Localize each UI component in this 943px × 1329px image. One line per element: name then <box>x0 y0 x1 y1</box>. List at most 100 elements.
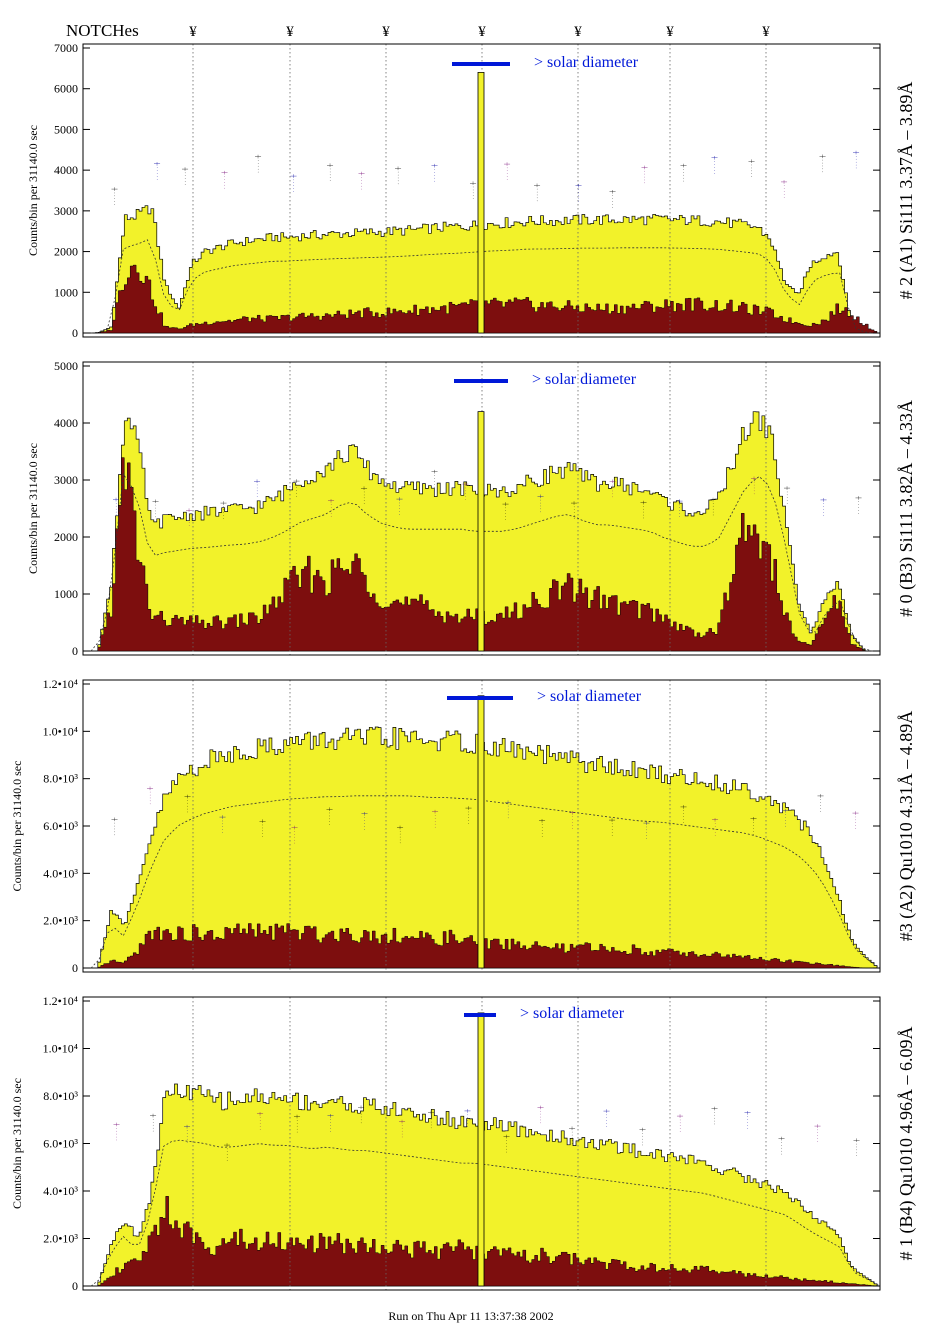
y-tick-label: 1000 <box>54 587 78 601</box>
line-annotation: ┼ · · · · · <box>328 498 335 517</box>
line-annotation: ┼ · · · · · <box>503 1134 510 1153</box>
line-annotation: ┼ · · · · · <box>254 154 261 173</box>
line-annotation: ┼ · · · · · <box>570 500 577 519</box>
line-annotation: ┼ · · · · · <box>294 1114 301 1133</box>
notch-marker-6: ¥ <box>666 24 674 40</box>
y-tick-label: 2.0•10³ <box>43 1232 78 1246</box>
line-annotation: ┼ · · · · · <box>111 817 118 836</box>
line-annotation: ┼ · · · · · <box>224 1142 231 1161</box>
panel-title: # 0 (B3) Si111 3.82Å – 4.33Å <box>896 400 917 617</box>
y-tick-label: 1.0•10⁴ <box>43 724 78 738</box>
y-tick-label: 4.0•10³ <box>43 1184 78 1198</box>
line-annotation: ┼ · · · · · <box>852 810 859 829</box>
line-annotation: ┼ · · · · · <box>711 1106 718 1125</box>
line-annotation: ┼ · · · · · <box>184 794 191 813</box>
y-tick-label: 3000 <box>54 204 78 218</box>
line-annotation: ┼ · · · · · <box>327 162 334 181</box>
y-tick-label: 0 <box>72 1279 78 1293</box>
line-annotation: ┼ · · · · · <box>293 478 300 497</box>
line-annotation: ┼ · · · · · <box>465 805 472 824</box>
chart-panel-2: ┼ · · · · · ┼ · · · · · ┼ · · · · · ┼ · · ·… <box>26 359 917 658</box>
panel-title: # 1 (B4) Qu1010 4.96Å – 6.09Å <box>896 1027 917 1261</box>
line-annotation: ┼ · · · · · <box>569 810 576 829</box>
notch-marker-7: ¥ <box>762 24 770 40</box>
line-annotation: ┼ · · · · · <box>744 1110 751 1129</box>
line-annotation: ┼ · · · · · <box>326 806 333 825</box>
y-tick-label: 1000 <box>54 285 78 299</box>
line-annotation: ┼ · · · · · <box>361 811 368 830</box>
line-annotation: ┼ · · · · · <box>152 499 159 518</box>
y-tick-label: 8.0•10³ <box>43 1089 78 1103</box>
line-annotation: ┼ · · · · · <box>396 496 403 515</box>
line-annotation: ┼ · · · · · <box>820 497 827 516</box>
line-annotation: ┼ · · · · · <box>358 1105 365 1124</box>
plot-frame <box>82 361 881 656</box>
line-annotation: ┼ · · · · · <box>750 816 757 835</box>
chart-panel-3: ┼ · · · · · ┼ · · · · · ┼ · · · · · ┼ · · ·… <box>10 677 917 975</box>
line-annotation: ┼ · · · · · <box>609 189 616 208</box>
y-tick-label: 2.0•10³ <box>43 914 78 928</box>
central-spike <box>477 72 485 334</box>
y-tick-label: 4000 <box>54 163 78 177</box>
y-tick-label: 4.0•10³ <box>43 866 78 880</box>
line-annotation: ┼ · · · · · <box>643 820 650 839</box>
central-spike <box>477 695 485 969</box>
line-annotation: ┼ · · · · · <box>256 1111 263 1130</box>
solar-diameter-label: > solar diameter <box>520 1005 625 1022</box>
line-annotation: ┼ · · · · · <box>291 825 298 844</box>
y-axis-label: Counts/bin per 31140.0 sec <box>26 443 40 574</box>
chart-panels: ┼ · · · · · ┼ · · · · · ┼ · · · · · ┼ · · ·… <box>10 41 917 1293</box>
chart-panel-1: ┼ · · · · · ┼ · · · · · ┼ · · · · · ┼ · · ·… <box>26 41 917 340</box>
line-annotation: ┼ · · · · · <box>748 158 755 177</box>
y-tick-label: 1.0•10⁴ <box>43 1042 78 1056</box>
y-tick-label: 5000 <box>54 122 78 136</box>
y-tick-label: 8.0•10³ <box>43 772 78 786</box>
notch-markers: ¥ ¥ ¥ ¥ ¥ ¥ ¥ <box>189 24 770 40</box>
line-annotation: ┼ · · · · · <box>819 154 826 173</box>
line-annotation: ┼ · · · · · <box>609 479 616 498</box>
line-annotation: ┼ · · · · · <box>462 481 469 500</box>
signal-histogram <box>83 264 880 334</box>
signal-histogram <box>83 1196 880 1287</box>
line-annotation: ┼ · · · · · <box>639 1127 646 1146</box>
line-annotation: ┼ · · · · · <box>464 1108 471 1127</box>
line-annotation: ┼ · · · · · <box>780 179 787 198</box>
line-annotation: ┼ · · · · · <box>784 485 791 504</box>
y-axis-label: Counts/bin per 31140.0 sec <box>26 125 40 256</box>
line-annotation: ┼ · · · · · <box>361 485 368 504</box>
line-annotation: ┼ · · · · · <box>259 818 266 837</box>
line-annotation: ┼ · · · · · <box>431 809 438 828</box>
notch-marker-5: ¥ <box>574 24 582 40</box>
line-annotation: ┼ · · · · · <box>568 1126 575 1145</box>
line-annotation: ┼ · · · · · <box>504 161 511 180</box>
y-tick-label: 0 <box>72 326 78 340</box>
y-tick-label: 2000 <box>54 245 78 259</box>
y-tick-label: 0 <box>72 644 78 658</box>
line-annotation: ┼ · · · · · <box>711 817 718 836</box>
line-annotation: ┼ · · · · · <box>640 500 647 519</box>
notch-marker-3: ¥ <box>382 24 390 40</box>
line-annotation: ┼ · · · · · <box>855 495 862 514</box>
y-tick-label: 4000 <box>54 416 78 430</box>
central-spike <box>477 1012 485 1287</box>
line-annotation: ┼ · · · · · <box>641 165 648 184</box>
line-annotation: ┼ · · · · · <box>814 1123 821 1142</box>
line-annotation: ┼ · · · · · <box>147 786 154 805</box>
y-tick-label: 5000 <box>54 359 78 373</box>
y-tick-label: 1.2•10⁴ <box>43 677 78 691</box>
line-annotation: ┼ · · · · · <box>676 1113 683 1132</box>
chart-panel-4: ┼ · · · · · ┼ · · · · · ┼ · · · · · ┼ · · ·… <box>10 994 917 1293</box>
line-annotation: ┼ · · · · · <box>603 1108 610 1127</box>
y-axis-label: Counts/bin per 31140.0 sec <box>10 761 24 892</box>
line-annotation: ┼ · · · · · <box>219 814 226 833</box>
line-annotation: ┼ · · · · · <box>111 186 118 205</box>
line-annotation: ┼ · · · · · <box>778 1136 785 1155</box>
y-tick-label: 6.0•10³ <box>43 819 78 833</box>
line-annotation: ┼ · · · · · <box>358 171 365 190</box>
line-annotation: ┼ · · · · · <box>427 1110 434 1129</box>
solar-diameter-label: > solar diameter <box>537 688 642 705</box>
y-tick-label: 0 <box>72 961 78 975</box>
y-tick-label: 7000 <box>54 41 78 55</box>
y-axis-label: Counts/bin per 31140.0 sec <box>10 1078 24 1209</box>
